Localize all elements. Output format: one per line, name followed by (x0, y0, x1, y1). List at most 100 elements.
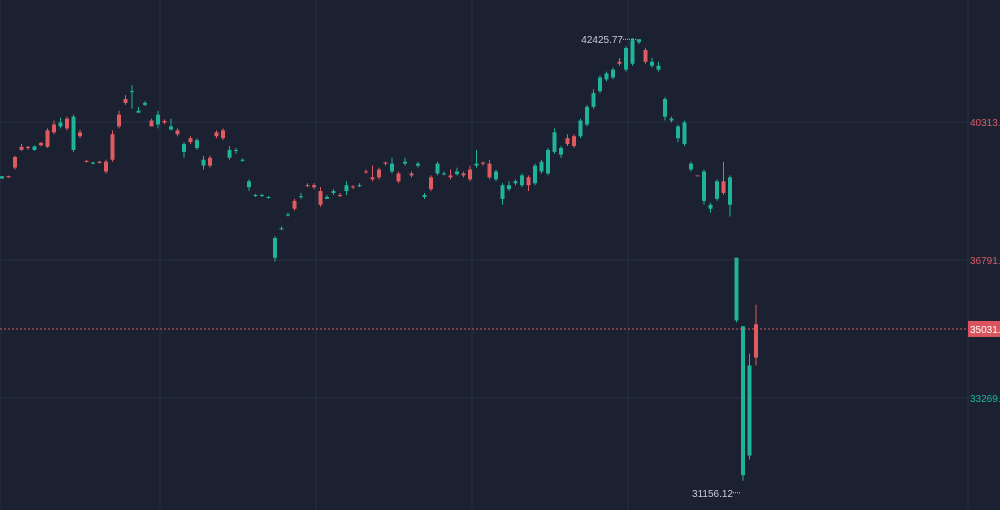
candle (435, 161, 440, 176)
candle (676, 124, 680, 143)
candle (305, 183, 310, 188)
candle-body (279, 228, 284, 230)
candle-body (526, 177, 531, 186)
candle (552, 128, 557, 154)
candle-body (97, 161, 102, 163)
candle-body (500, 185, 505, 199)
candle (149, 118, 154, 127)
candle-body (487, 163, 492, 178)
candle (201, 155, 206, 170)
candle-body (383, 162, 388, 164)
candle-body (396, 173, 401, 182)
candle-body (617, 61, 622, 64)
candle (71, 114, 76, 152)
candle (26, 146, 30, 150)
candle (312, 183, 316, 190)
candle (390, 157, 394, 174)
candle-body (650, 61, 654, 66)
candle-body (533, 165, 537, 184)
candle (279, 226, 284, 231)
candle (299, 193, 303, 199)
candle (188, 136, 193, 145)
candle (598, 75, 602, 94)
overlays: 40313. 36791. 33269. 35031. 42425.77 31156.12 (0, 35, 1000, 500)
candle-body (32, 146, 37, 150)
candles (0, 38, 758, 481)
candle-body (422, 194, 427, 197)
candle (182, 142, 186, 158)
candle-body (435, 163, 440, 174)
candle (19, 144, 24, 151)
candle (286, 212, 290, 217)
candle-body (676, 126, 680, 139)
candle-body (208, 157, 212, 166)
candle (461, 171, 466, 178)
candle-body (305, 185, 310, 187)
candle (58, 117, 63, 129)
candle-body (123, 99, 128, 103)
candle (682, 120, 687, 147)
candle-body (331, 191, 336, 194)
candle-body (630, 40, 635, 64)
low-label: 31156.12 (692, 489, 733, 500)
candle (266, 196, 271, 199)
candle (364, 169, 368, 174)
current-price-label: 35031. (970, 325, 1000, 336)
candle-body (468, 169, 472, 180)
candle-body (377, 169, 381, 178)
candle-body (58, 122, 63, 127)
candle-body (65, 118, 69, 129)
candle (708, 202, 713, 213)
candle-body (91, 162, 95, 164)
candle (494, 169, 498, 182)
candle (513, 179, 518, 186)
candle-body (52, 124, 56, 133)
candle (409, 171, 414, 178)
candle-body (572, 136, 576, 147)
candle-body (253, 194, 258, 196)
candle (637, 39, 641, 45)
candle-body (520, 175, 524, 186)
candle (110, 130, 115, 162)
candle-body (221, 130, 225, 139)
candle (585, 104, 589, 127)
candle-body (669, 118, 674, 121)
candle-body (234, 149, 238, 151)
candle (468, 165, 472, 182)
candle (650, 57, 654, 68)
candle-body (455, 171, 459, 175)
candle-body (643, 50, 648, 62)
candle (611, 67, 615, 80)
high-label: 42425.77 (581, 35, 623, 46)
candle-body (6, 176, 11, 178)
candle-body (201, 159, 206, 166)
candle (78, 129, 82, 139)
candle (546, 147, 550, 176)
candle-body (754, 324, 758, 358)
candle-body (117, 114, 121, 127)
candle-body (247, 181, 251, 188)
candle-body (585, 106, 589, 125)
candle (526, 175, 531, 192)
candle-body (578, 120, 583, 137)
candle (630, 38, 635, 66)
candle-body (149, 120, 154, 127)
candle (591, 89, 596, 109)
candle-body (429, 177, 433, 190)
candle-body (266, 196, 271, 198)
candle-body (26, 146, 30, 148)
candle (169, 118, 173, 131)
candle-body (481, 162, 485, 164)
candle-body (71, 116, 76, 150)
candle (344, 181, 349, 195)
candle (143, 100, 147, 107)
candle (318, 187, 323, 207)
candle-body (370, 177, 375, 180)
candle-body (344, 185, 349, 192)
candle-body (689, 163, 693, 170)
candle-body (13, 156, 17, 168)
candle (741, 326, 745, 481)
candle-body (162, 120, 167, 123)
candle (747, 353, 752, 460)
